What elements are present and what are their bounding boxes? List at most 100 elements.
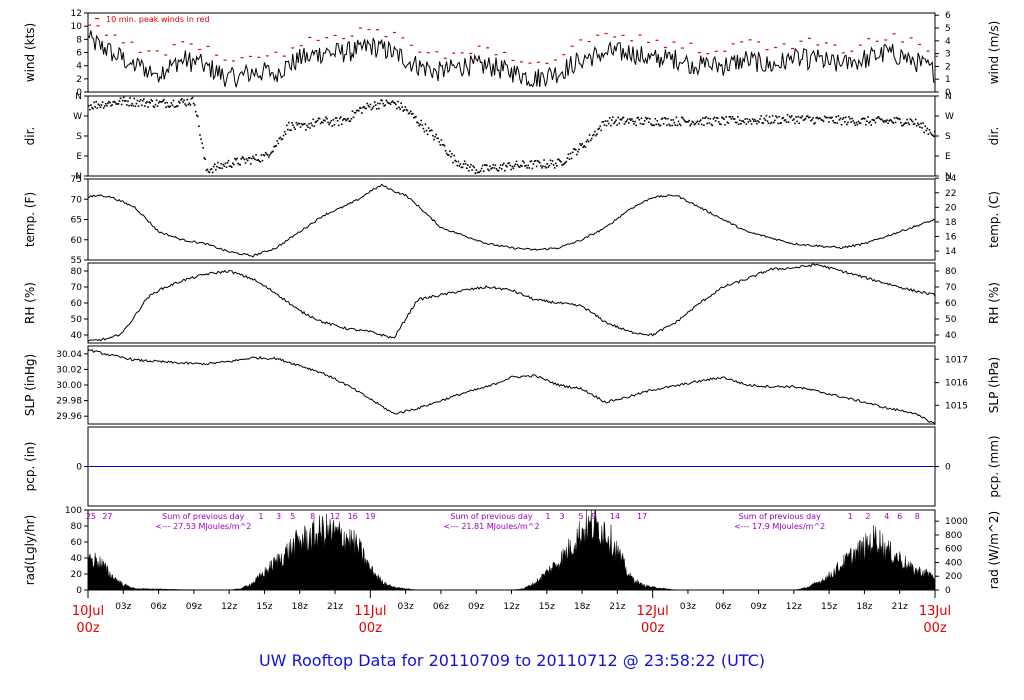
dir-point (474, 172, 477, 175)
right-axis-label: pcp. (mm) (987, 435, 1001, 497)
dir-point (612, 116, 614, 118)
dir-point (179, 101, 181, 104)
dir-point (505, 164, 507, 167)
right-tick-label: N (945, 172, 952, 182)
dir-point (486, 164, 488, 167)
peak-wind-mark (799, 40, 803, 42)
dir-point (743, 121, 745, 124)
dir-point (263, 154, 266, 157)
peak-wind-mark (155, 50, 159, 52)
peak-wind-mark (655, 39, 659, 41)
dir-point (599, 125, 601, 128)
dir-point (914, 118, 917, 121)
dir-point (832, 120, 834, 122)
dir-point (391, 100, 394, 103)
dir-point (750, 123, 753, 125)
dir-point (523, 161, 525, 164)
dir-point (500, 168, 503, 170)
dir-point (223, 165, 226, 167)
dir-point (663, 116, 666, 119)
dir-point (853, 122, 856, 124)
right-axis-label: dir. (987, 127, 1001, 146)
dir-point (399, 108, 401, 110)
dir-point (514, 163, 517, 166)
dir-point (123, 100, 126, 102)
dir-point (694, 123, 697, 125)
dir-point (269, 154, 271, 156)
dir-point (146, 101, 148, 103)
dir-point (557, 158, 559, 161)
left-tick-label: 40 (71, 554, 83, 564)
peak-wind-mark (918, 43, 922, 46)
dir-point (733, 118, 736, 120)
dir-point (315, 120, 318, 123)
dir-point (536, 160, 539, 162)
dir-point (545, 167, 547, 169)
dir-point (517, 165, 520, 168)
rad-hour-label: 6 (897, 512, 902, 521)
dir-point (287, 128, 289, 131)
right-axis-label: wind (m/s) (987, 21, 1001, 85)
left-axis-label: rad(Lgly/hr) (23, 515, 37, 586)
hour-tick-label: 03z (680, 602, 696, 612)
dir-point (632, 120, 634, 123)
dir-point (884, 119, 886, 122)
dir-point (343, 117, 345, 120)
dir-point (470, 163, 472, 166)
dir-point (551, 160, 554, 162)
dir-point (734, 121, 737, 124)
dir-point (739, 119, 741, 122)
dir-point (581, 143, 583, 145)
right-tick-label: 80 (945, 267, 957, 277)
dir-point (775, 115, 777, 117)
peak-wind-mark (181, 41, 185, 43)
dir-point (126, 104, 128, 106)
dir-point (261, 159, 264, 162)
dir-point (752, 120, 755, 122)
dir-point (417, 122, 419, 124)
dir-point (559, 160, 561, 162)
peak-wind-mark (909, 37, 913, 39)
dir-point (371, 107, 374, 109)
dir-point (554, 162, 557, 165)
dir-point (426, 133, 429, 136)
dir-point (604, 120, 607, 122)
peak-wind-mark (833, 44, 837, 46)
peak-wind-mark (223, 59, 227, 61)
dir-point (881, 118, 883, 121)
dir-point (388, 102, 391, 105)
right-tick-label: 1016 (945, 379, 968, 389)
rad-hour-label: 16 (348, 512, 358, 521)
peak-wind-mark (325, 37, 329, 39)
dir-point (181, 98, 183, 100)
dir-point (710, 123, 713, 126)
dir-point (161, 101, 163, 103)
dir-point (588, 134, 591, 136)
dir-point (337, 124, 340, 127)
dir-point (152, 105, 155, 108)
dir-point (452, 161, 454, 164)
dir-point (403, 109, 406, 111)
dir-point (122, 96, 125, 99)
rad-hour-label: 19 (365, 512, 375, 521)
dir-point (883, 121, 885, 123)
right-axis-label: rad (W/m^2) (987, 511, 1001, 589)
dir-point (349, 120, 352, 122)
dir-point (273, 145, 275, 148)
daily-sum-label: Sum of previous day (450, 512, 532, 521)
peak-wind-mark (342, 37, 346, 40)
dir-point (491, 167, 493, 169)
dir-point (552, 164, 555, 166)
dir-point (600, 129, 603, 132)
dir-point (537, 160, 540, 163)
dir-point (711, 124, 714, 127)
dir-point (475, 169, 478, 171)
dir-point (817, 117, 820, 120)
dir-point (405, 108, 408, 111)
peak-wind-mark (638, 34, 642, 36)
dir-point (753, 118, 756, 121)
hour-tick-label: 21z (609, 602, 625, 612)
rad-hour-label: 1 (848, 512, 853, 521)
peak-wind-mark (672, 41, 676, 43)
